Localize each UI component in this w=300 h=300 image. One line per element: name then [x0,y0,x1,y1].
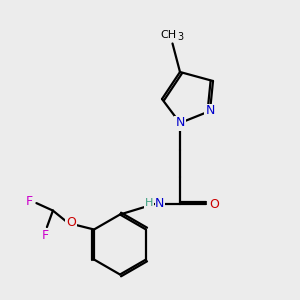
Text: N: N [175,116,185,130]
Text: CH: CH [160,30,176,40]
Text: F: F [42,229,49,242]
Text: O: O [209,197,219,211]
Text: H: H [145,198,153,208]
Text: 3: 3 [177,32,183,42]
Text: O: O [66,216,76,229]
Text: F: F [26,195,32,208]
Text: N: N [155,197,165,210]
Text: N: N [205,104,215,118]
